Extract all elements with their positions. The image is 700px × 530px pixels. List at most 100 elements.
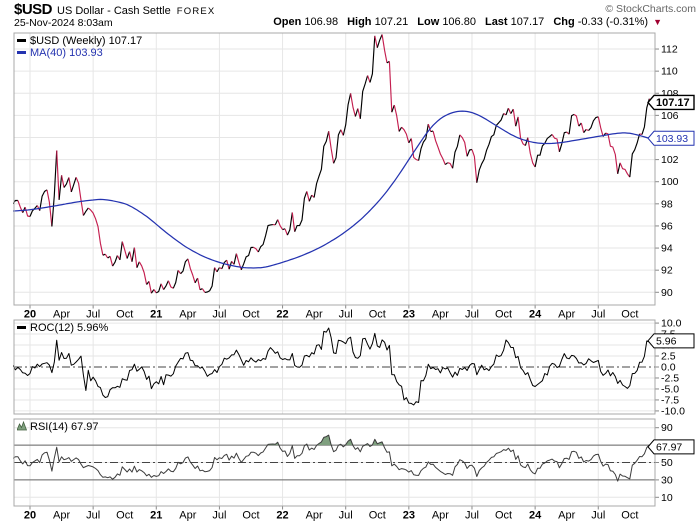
price-segment-down [585,128,589,132]
price-segment-up [558,131,567,152]
quote-chg: Chg -0.33 (-0.31%) [553,16,648,28]
price-segment-up [308,194,313,202]
x-axis-label: Apr [558,510,575,522]
price-segment-down [340,129,344,136]
ma-legend[interactable]: MA(40) 103.93 [17,47,103,59]
roc-legend[interactable]: ROC(12) 5.96% [17,322,108,334]
price-legend[interactable]: $USD (Weekly) 107.17 [17,35,142,47]
price-segment-down [160,283,165,290]
open-value: 106.98 [304,16,339,28]
price-segment-up [369,35,376,83]
price-segment-up [102,253,106,256]
x-axis-label: Jul [339,510,353,522]
x-axis-label: Jul [86,510,100,522]
price-segment-up [505,108,509,116]
rsi-panel-border [13,418,656,507]
x-axis-label: 22 [276,510,288,522]
price-segment-down [46,189,53,227]
x-axis-label: Jul [86,309,100,321]
price-segment-down [61,175,65,188]
price-segment-up [126,251,131,259]
price-segment-up [583,129,587,133]
price-segment-up [221,259,228,269]
price-segment-down [427,123,432,132]
price-segment-up [524,137,529,146]
price-segment-down [306,191,310,202]
value-box [647,333,695,349]
price-segment-down [201,288,206,293]
x-axis-label: Jul [465,510,479,522]
price-segment-up [216,267,220,273]
price-segment-up [119,241,123,260]
x-axis-label: Oct [495,510,512,522]
price-axis-label: 106 [661,110,679,122]
rsi-legend[interactable]: RSI(14) 67.97 [17,421,98,433]
price-panel-bg [14,33,655,305]
price-axis-label: 92 [661,265,673,277]
rsi-axis-label: 90 [661,422,673,434]
x-axis-label: Jul [465,309,479,321]
x-axis-label: Apr [53,309,70,321]
x-axis-label: 21 [150,510,162,522]
price-segment-up [112,255,118,267]
value-box [647,94,695,111]
price-legend-label: $USD (Weekly) 107.17 [30,35,143,47]
price-axis-label: 98 [661,198,673,210]
price-segment-up [391,104,395,113]
price-segment-up [398,126,403,132]
price-segment-down [512,109,517,127]
price-segment-up [274,219,279,226]
price-segment-down [517,116,526,147]
price-segment-down [68,177,72,192]
price-segment-down [214,267,218,273]
high-label: High [347,16,372,28]
price-segment-up [70,177,77,193]
price-segment-down [459,134,468,157]
price-segment-up [476,113,505,183]
price-segment-down [177,270,182,275]
price-segment-up [63,177,70,188]
price-segment-up [82,207,89,216]
x-axis-label: Apr [432,510,449,522]
price-segment-up [51,150,58,227]
roc-line-swatch-icon [17,325,26,329]
price-segment-down [167,280,174,289]
price-segment-down [121,241,128,259]
datetime-label: 25-Nov-2024 8:03am [14,17,113,29]
price-axis-label: 110 [661,66,678,78]
price-segment-down [507,107,512,114]
last-label: Last [484,16,508,28]
ma-line [13,110,650,269]
price-segment-up [430,130,434,133]
price-segment-down [432,130,446,165]
price-segment-up [172,270,179,289]
price-segment-up [444,162,449,166]
x-axis-label: Oct [621,309,638,321]
price-segment-up [359,75,369,119]
x-axis-label: Jul [212,510,226,522]
roc-panel-border [13,319,656,415]
x-axis-label: Jul [591,510,605,522]
quote-bar: Open 106.98 High 107.21 Low 106.80 Last … [273,16,662,28]
price-segment-down [619,162,631,178]
price-segment-up [333,129,342,164]
exchange-label: FOREX [176,6,216,17]
rsi-axis-label: 30 [661,474,673,486]
price-segment-down [374,35,378,48]
price-axis-label: 94 [661,243,673,255]
roc-axis-label: -5.0 [661,383,679,395]
x-axis-label: 22 [276,309,288,321]
price-segment-up [136,261,140,268]
x-axis-label: Apr [558,309,575,321]
symbol-label: $USD [14,1,53,18]
roc-axis-label: 0.0 [661,362,676,374]
price-segment-down [197,277,201,290]
price-segment-up [342,93,352,136]
high-value: 107.21 [374,16,409,28]
rsi-overbought-fill [372,439,384,446]
price-segment-down [573,113,580,127]
x-axis-label: 20 [24,309,36,321]
x-axis-label: Apr [53,510,70,522]
x-axis-label: 20 [24,510,36,522]
ma-line-swatch-icon [17,50,26,54]
